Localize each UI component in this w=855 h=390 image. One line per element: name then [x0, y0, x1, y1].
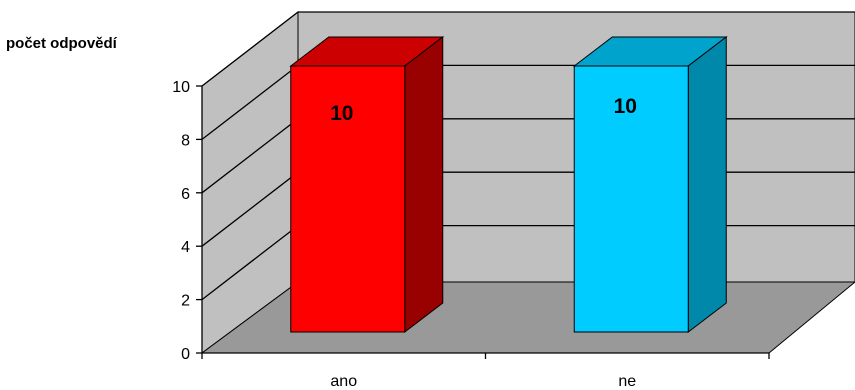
bar-ano: 10: [289, 35, 445, 334]
bar-front: [573, 65, 689, 333]
bar-ne: 10: [572, 35, 728, 334]
y-axis-label: počet odpovědí: [6, 35, 118, 52]
bars: 10 10: [289, 35, 728, 334]
bar-side: [404, 35, 444, 334]
y-tick-label: 8: [181, 132, 190, 149]
y-tick-label: 2: [181, 293, 190, 310]
data-label: 10: [614, 95, 637, 118]
y-axis: [196, 85, 203, 354]
gridline-side: [201, 225, 299, 301]
y-tick-label: 4: [181, 239, 190, 256]
gridline-side: [201, 171, 299, 247]
y-tick-label: 0: [181, 346, 190, 363]
gridline-side: [201, 118, 299, 194]
x-tick-labels: ano ne: [330, 373, 636, 390]
bar-side: [687, 35, 727, 334]
gridline-side: [201, 64, 299, 140]
gridline-side: [201, 11, 299, 87]
x-tick-label: ne: [618, 373, 636, 390]
y-tick-label: 10: [172, 79, 190, 96]
x-tick-label: ano: [330, 373, 357, 390]
data-label: 10: [330, 102, 353, 125]
y-tick-label: 6: [181, 186, 190, 203]
bar-front: [290, 65, 406, 333]
y-tick-labels: 0 2 4 6 8 10: [172, 79, 190, 363]
x-axis: [201, 352, 770, 359]
